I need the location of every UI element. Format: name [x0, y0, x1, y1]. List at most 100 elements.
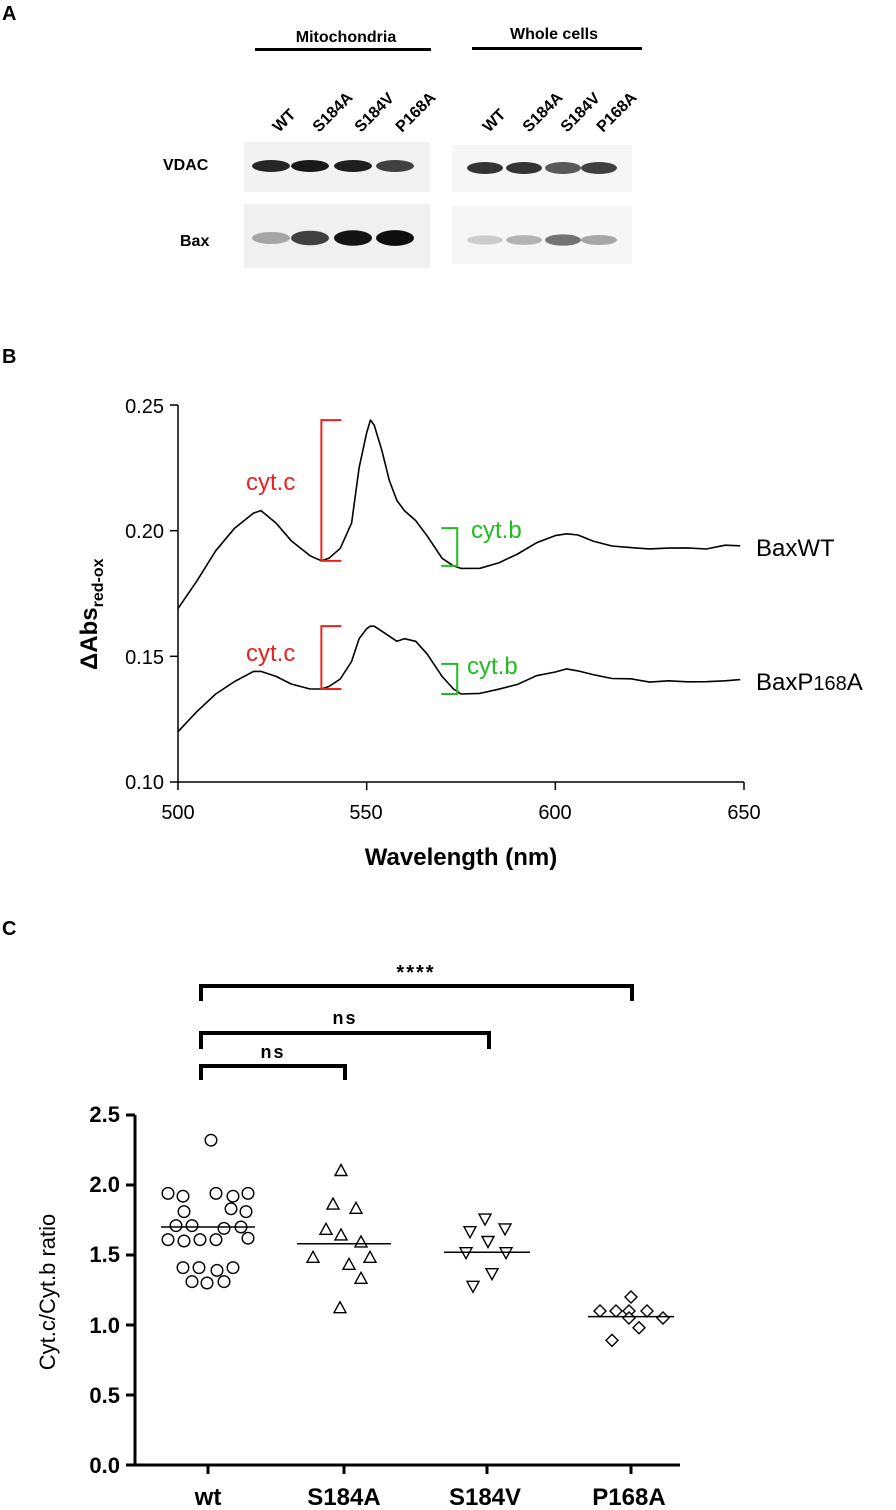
bracket-label-wt-s184a: ns — [260, 1042, 285, 1062]
spectrum-brackets — [320, 419, 459, 696]
x-tick-550: 550 — [349, 802, 382, 824]
spectrum-lines — [177, 419, 741, 733]
ratio-y-tick-0.5: 0.5 — [89, 1383, 120, 1408]
point-s184a-4 — [333, 1227, 349, 1241]
ratio-y-tick-2.0: 2.0 — [89, 1172, 120, 1197]
band-bax-mito-3 — [376, 230, 414, 246]
band-vdac-mito-2 — [334, 160, 372, 172]
lane-label-mito-s184v: S184V — [352, 90, 398, 136]
point-p168a-4 — [640, 1304, 654, 1318]
lane-label-whole-wt: WT — [480, 106, 510, 136]
point-s184a-3 — [318, 1221, 334, 1236]
band-vdac-mito-1 — [291, 160, 329, 172]
ratio-ticks — [126, 1113, 633, 1474]
group-label-whole-cells: Whole cells — [510, 26, 598, 43]
x-tick-500: 500 — [161, 802, 194, 824]
band-bax-mito-2 — [334, 230, 372, 246]
point-wt-18 — [192, 1261, 206, 1275]
point-s184v-5 — [498, 1246, 514, 1261]
point-s184a-7 — [362, 1249, 378, 1264]
point-wt-16 — [209, 1233, 223, 1247]
point-wt-6 — [177, 1205, 191, 1219]
y-tick-0.20: 0.20 — [125, 521, 164, 543]
point-s184a-1 — [325, 1196, 341, 1210]
point-s184v-6 — [484, 1267, 500, 1282]
cyt-c-bracket-baxwt — [320, 419, 342, 562]
band-bax-mito-1 — [291, 230, 329, 246]
cyt-c-label-wt: cyt.c — [246, 469, 295, 496]
point-wt-2 — [176, 1189, 190, 1203]
cyt-b-bracket-baxp168a — [441, 662, 459, 696]
band-bax-whole-3 — [581, 234, 617, 246]
point-s184a-6 — [305, 1249, 321, 1264]
point-s184a-10 — [332, 1300, 348, 1314]
blot-bands — [252, 160, 617, 246]
cyt-c-bracket-baxp168a — [320, 625, 342, 691]
series-label-baxp168a-num: 168 — [813, 673, 846, 695]
band-vdac-mito-0 — [252, 160, 290, 172]
category-label-p168a: P168A — [592, 1484, 665, 1510]
point-wt-11 — [217, 1221, 231, 1235]
row-label-vdac: VDAC — [163, 157, 209, 174]
band-bax-whole-0 — [467, 235, 503, 245]
spectrum-x-label: Wavelength (nm) — [365, 844, 557, 871]
cyt-b-bracket-baxwt — [441, 527, 459, 567]
category-label-s184v: S184V — [449, 1484, 521, 1510]
point-s184v-4 — [458, 1246, 474, 1261]
lane-label-mito-p168a: P168A — [393, 89, 440, 136]
ratio-axes — [133, 1115, 680, 1467]
cyt-c-label-p168a: cyt.c — [246, 640, 295, 667]
ratio-y-tick-1.0: 1.0 — [89, 1313, 120, 1338]
panel-c-label: C — [2, 918, 16, 940]
cyt-b-label-p168a: cyt.b — [467, 653, 518, 680]
category-label-wt: wt — [194, 1484, 222, 1510]
bracket-label-wt-s184v: ns — [332, 1008, 357, 1028]
cyt-b-label-wt: cyt.b — [471, 517, 522, 544]
point-wt-22 — [185, 1275, 199, 1289]
point-wt-20 — [176, 1261, 190, 1275]
point-p168a-8 — [605, 1333, 619, 1348]
series-label-baxwt: BaxWT — [756, 535, 835, 562]
point-wt-8 — [239, 1205, 253, 1219]
point-wt-17 — [241, 1231, 255, 1245]
significance-brackets: ns ns **** — [199, 962, 634, 1080]
point-wt-23 — [200, 1276, 214, 1290]
bracket-wt-s184v — [199, 1031, 491, 1049]
lane-label-whole-s184v: S184V — [558, 90, 604, 136]
band-bax-mito-0 — [252, 231, 290, 245]
category-label-s184a: S184A — [307, 1484, 380, 1510]
lane-label-mito-s184a: S184A — [310, 89, 357, 136]
group-label-mitochondria: Mitochondria — [296, 29, 397, 46]
spectrum-axes — [177, 405, 744, 783]
spectrum-y-label-main: ΔAbs — [76, 607, 103, 670]
band-bax-whole-1 — [506, 235, 542, 245]
lane-label-whole-s184a: S184A — [520, 89, 567, 136]
panel-b-label: B — [2, 346, 16, 368]
point-wt-15 — [193, 1233, 207, 1247]
ratio-y-tick-2.5: 2.5 — [89, 1102, 120, 1127]
spectrum-y-label: ΔAbsred-ox — [76, 558, 107, 670]
point-wt-3 — [226, 1189, 240, 1203]
series-label-baxp168a-prefix: BaxP — [756, 669, 813, 696]
ratio-points — [161, 1133, 674, 1348]
point-s184v-7 — [465, 1280, 481, 1294]
point-s184a-0 — [333, 1163, 349, 1177]
point-wt-9 — [169, 1219, 183, 1233]
point-wt-7 — [224, 1202, 238, 1216]
point-s184v-1 — [462, 1225, 478, 1240]
spectrum-y-label-sub: red-ox — [90, 558, 107, 607]
y-tick-0.25: 0.25 — [125, 396, 164, 418]
point-p168a-0 — [624, 1290, 638, 1304]
band-vdac-mito-3 — [376, 160, 414, 172]
spectrum-line-baxwt — [177, 419, 741, 610]
point-s184a-8 — [341, 1256, 357, 1271]
y-tick-0.10: 0.10 — [125, 772, 164, 794]
spectrum-ticks — [170, 404, 745, 790]
panel-a-label: A — [2, 3, 16, 25]
band-bax-whole-2 — [545, 234, 581, 246]
band-vdac-whole-3 — [581, 162, 617, 174]
bracket-wt-p168a — [199, 984, 634, 1001]
point-s184a-2 — [348, 1200, 364, 1215]
point-wt-21 — [226, 1261, 240, 1275]
point-wt-19 — [210, 1263, 224, 1277]
